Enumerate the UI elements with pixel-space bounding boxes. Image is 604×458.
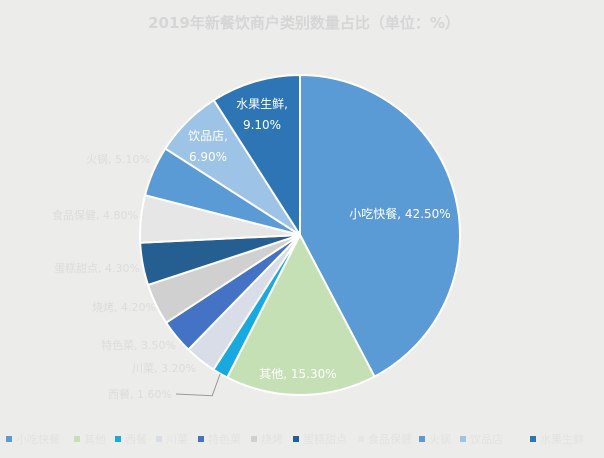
pie-slice-2 bbox=[225, 232, 376, 396]
legend-entry-8: 食品保健 bbox=[368, 432, 412, 446]
slice-labels: 小吃快餐, 42.50% 其他, 15.30% 西餐, 1.60% 川菜, 3.20%… bbox=[52, 97, 451, 401]
slice-label-4: 川菜, 3.20% bbox=[132, 362, 196, 375]
slice-label-7: 蛋糕甜点, 4.30% bbox=[54, 261, 140, 275]
legend-entry-3: 西餐 bbox=[125, 432, 147, 446]
legend-entry-4: 川菜 bbox=[166, 433, 188, 446]
legend-entry-5: 特色菜 bbox=[208, 432, 241, 446]
legend: 小吃快餐 其他 西餐 川菜 特色菜 烧烤 蛋糕甜点 食品保健 火锅 饮品店 水果生鲜 bbox=[6, 432, 584, 446]
slice-label-8: 食品保健, 4.80% bbox=[52, 208, 138, 222]
pie-slice-11 bbox=[212, 73, 301, 239]
legend-entry-1: 小吃快餐 bbox=[16, 432, 60, 446]
slice-label-11: 水果生鲜, 9.10% bbox=[236, 97, 288, 132]
slice-label-2: 其他, 15.30% bbox=[259, 367, 336, 381]
pie-slice-1 bbox=[299, 73, 461, 378]
slice-label-5: 特色菜, 3.50% bbox=[101, 338, 176, 352]
legend-swatch-5 bbox=[198, 436, 204, 442]
legend-swatch-11 bbox=[530, 436, 536, 442]
legend-entry-7: 蛋糕甜点 bbox=[303, 432, 347, 446]
legend-swatch-10 bbox=[460, 436, 466, 442]
legend-swatch-3 bbox=[115, 436, 121, 442]
legend-entry-2: 其他 bbox=[84, 433, 106, 446]
legend-entry-11: 水果生鲜 bbox=[540, 432, 584, 446]
legend-swatch-2 bbox=[74, 436, 80, 442]
slice-label-1: 小吃快餐, 42.50% bbox=[349, 206, 450, 221]
slice-label-10: 饮品店, 6.90% bbox=[188, 129, 228, 164]
legend-swatch-8 bbox=[358, 436, 364, 442]
legend-entry-6: 烧烤 bbox=[261, 432, 283, 446]
legend-swatch-4 bbox=[156, 436, 162, 442]
legend-swatch-9 bbox=[419, 436, 425, 442]
legend-swatch-1 bbox=[6, 436, 12, 442]
legend-entry-10: 饮品店 bbox=[470, 432, 503, 446]
legend-swatch-7 bbox=[293, 436, 299, 442]
legend-entry-9: 火锅 bbox=[429, 433, 451, 446]
pie-slices bbox=[139, 73, 461, 396]
slice-label-6: 烧烤, 4.20% bbox=[92, 300, 156, 314]
slice-label-9: 火锅, 5.10% bbox=[86, 153, 150, 166]
slice-label-3: 西餐, 1.60% bbox=[108, 387, 172, 401]
leader-line-3 bbox=[175, 373, 221, 397]
legend-swatch-6 bbox=[251, 436, 257, 442]
chart-title: 2019年新餐饮商户类别数量占比（单位：%） bbox=[148, 14, 460, 32]
